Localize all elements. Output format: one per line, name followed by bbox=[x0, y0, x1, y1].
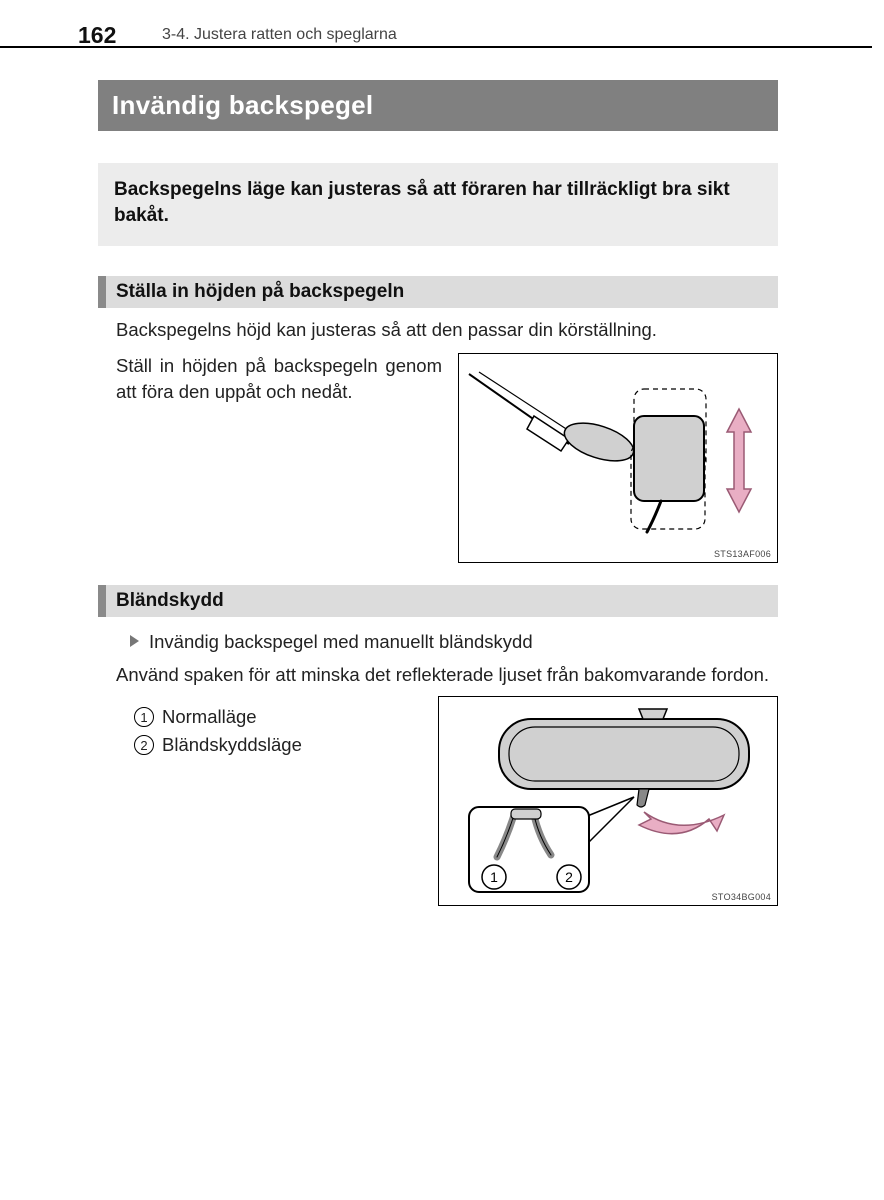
section2-lead: Använd spaken för att minska det reflekt… bbox=[116, 663, 778, 688]
svg-text:1: 1 bbox=[490, 869, 498, 885]
svg-text:2: 2 bbox=[565, 869, 573, 885]
section1-row: Ställ in höjden på backspegeln genom att… bbox=[116, 353, 778, 563]
section2-numlist: 1 Normalläge 2 Bländskyddsläge bbox=[116, 696, 418, 762]
section1-instruction: Ställ in höjden på backspegeln genom att… bbox=[116, 353, 442, 563]
section-header-antiglare: Bländskydd bbox=[98, 585, 778, 617]
breadcrumb: 3-4. Justera ratten och speglarna bbox=[162, 26, 397, 44]
intro-box: Backspegelns läge kan justeras så att fö… bbox=[98, 163, 778, 246]
figure-code: STS13AF006 bbox=[714, 549, 771, 559]
bullet-arrow-icon bbox=[130, 635, 139, 647]
flip-arrow-icon bbox=[639, 812, 724, 834]
section2-bullet-text: Invändig backspegel med manuellt bländsk… bbox=[149, 631, 533, 652]
page-content: Invändig backspegel Backspegelns läge ka… bbox=[98, 80, 778, 906]
top-rule bbox=[0, 46, 872, 48]
circled-number-icon: 2 bbox=[134, 735, 154, 755]
mirror-antiglare-illustration: 1 2 bbox=[439, 697, 779, 907]
page-number: 162 bbox=[78, 22, 116, 49]
section-header-height: Ställa in höjden på backspegeln bbox=[98, 276, 778, 308]
list-item: 2 Bländskyddsläge bbox=[134, 734, 418, 756]
list-item: 1 Normalläge bbox=[134, 706, 418, 728]
mirror-height-illustration bbox=[459, 354, 779, 564]
list-item-label: Bländskyddsläge bbox=[162, 734, 302, 756]
up-down-arrow-icon bbox=[727, 409, 751, 512]
section2-row: 1 Normalläge 2 Bländskyddsläge bbox=[116, 696, 778, 906]
page-title: Invändig backspegel bbox=[98, 80, 778, 131]
figure-code: STO34BG004 bbox=[712, 892, 771, 902]
figure-antiglare: 1 2 STO34BG004 bbox=[438, 696, 778, 906]
figure-height-adjust: STS13AF006 bbox=[458, 353, 778, 563]
section2-bullet: Invändig backspegel med manuellt bländsk… bbox=[130, 631, 778, 653]
circled-number-icon: 1 bbox=[134, 707, 154, 727]
section1-lead: Backspegelns höjd kan justeras så att de… bbox=[116, 318, 778, 343]
list-item-label: Normalläge bbox=[162, 706, 257, 728]
